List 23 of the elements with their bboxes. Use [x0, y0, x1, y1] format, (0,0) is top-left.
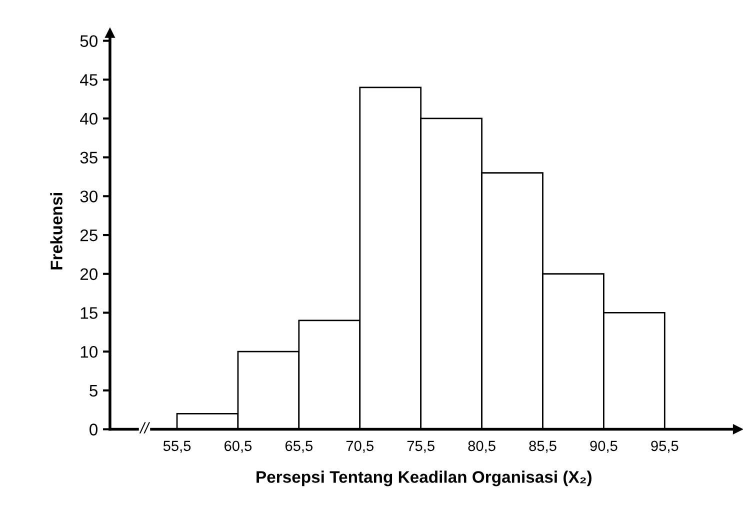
- x-tick-label: 70,5: [346, 440, 374, 453]
- y-tick-label: 15: [80, 307, 98, 319]
- y-tick-label: 25: [80, 229, 98, 242]
- y-tick-label: 35: [80, 152, 98, 164]
- x-tick-label: 55,5: [163, 440, 191, 453]
- y-axis-title: Frekuensi: [50, 192, 62, 270]
- x-tick-label: 65,5: [285, 440, 313, 453]
- y-tick-label: 10: [80, 346, 98, 358]
- x-tick-label: 95,5: [651, 440, 678, 453]
- x-axis-title: Persepsi Tentang Keadilan Organisasi (X₂): [256, 470, 592, 486]
- y-tick-label: 50: [80, 35, 98, 47]
- x-tick-label: 75,5: [407, 440, 434, 453]
- y-tick-label: 0: [90, 424, 98, 436]
- y-tick-label: 45: [80, 74, 98, 86]
- x-tick-label: 60,5: [224, 440, 252, 453]
- y-tick-label: 40: [80, 112, 98, 125]
- x-tick-label: 85,5: [529, 440, 556, 453]
- y-tick-label: 5: [90, 384, 98, 397]
- x-tick-label: 80,5: [468, 440, 496, 453]
- x-tick-label: 90,5: [590, 440, 618, 453]
- annotation: //: [139, 422, 150, 434]
- y-tick-label: 30: [80, 190, 98, 202]
- y-tick-label: 20: [80, 268, 98, 280]
